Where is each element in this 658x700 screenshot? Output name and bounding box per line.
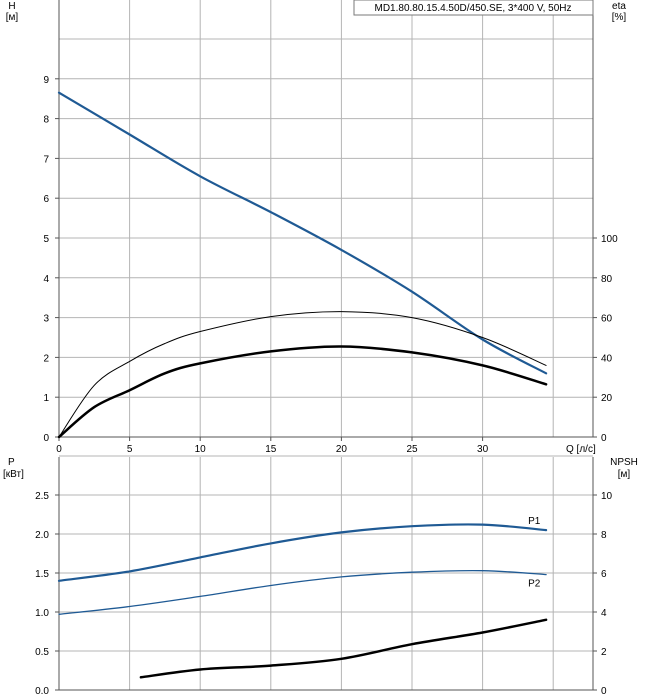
- tick-label-h: 7: [43, 154, 49, 165]
- tick-label-h: 3: [43, 314, 49, 325]
- series-label-p1: P1: [528, 516, 541, 527]
- tick-label-eta: 60: [601, 314, 613, 325]
- curve-eta2: [57, 345, 548, 439]
- tick-label-h: 2: [43, 353, 49, 364]
- tick-label-eta: 100: [601, 234, 618, 245]
- tick-label-h: 0: [43, 433, 49, 444]
- tick-label-q: 30: [477, 444, 489, 455]
- y-right-label: NPSH: [610, 457, 638, 468]
- tick-label-npsh: 10: [601, 491, 613, 502]
- grid-layer: [55, 0, 597, 691]
- title-box: [353, 0, 594, 16]
- curve-eta1: [58, 311, 547, 438]
- tick-label-npsh: 4: [601, 608, 607, 619]
- y-left-unit: [кВт]: [3, 469, 24, 480]
- y-right-unit: [м]: [618, 469, 631, 480]
- tick-label-h: 9: [43, 75, 49, 86]
- tick-label-npsh: 2: [601, 647, 607, 658]
- tick-label-p: 0.5: [35, 647, 49, 658]
- tick-label-h: 1: [43, 393, 49, 404]
- curve-p1: [57, 523, 548, 582]
- tick-label-eta: 40: [601, 353, 613, 364]
- tick-label-eta: 80: [601, 274, 613, 285]
- y-left-unit: [м]: [6, 12, 19, 23]
- tick-label-q: 25: [406, 444, 418, 455]
- tick-label-eta: 20: [601, 393, 613, 404]
- tick-label-h: 5: [43, 234, 49, 245]
- curve-npsh: [139, 618, 548, 679]
- tick-label-q: 15: [265, 444, 277, 455]
- tick-label-q: 20: [336, 444, 348, 455]
- tick-label-npsh: 0: [601, 686, 607, 697]
- series-label-p2: P2: [528, 579, 541, 590]
- y-right-label: eta: [612, 1, 626, 12]
- y-left-label: H: [8, 1, 15, 12]
- tick-label-npsh: 8: [601, 530, 607, 541]
- curve-h: [57, 91, 548, 375]
- tick-label-h: 4: [43, 274, 49, 285]
- y-left-label: P: [8, 457, 15, 468]
- y-right-unit: [%]: [612, 12, 627, 23]
- tick-label-p: 1.0: [35, 608, 49, 619]
- tick-label-eta: 0: [601, 433, 607, 444]
- chart-title: MD1.80.80.15.4.50D/450.SE, 3*400 V, 50Hz: [375, 3, 572, 14]
- tick-label-q: 0: [56, 444, 62, 455]
- tick-label-p: 1.5: [35, 569, 49, 580]
- tick-label-q: 10: [195, 444, 207, 455]
- tick-label-h: 8: [43, 115, 49, 126]
- curve-p2: [58, 569, 547, 615]
- tick-label-q: 5: [127, 444, 133, 455]
- tick-label-p: 2.5: [35, 491, 49, 502]
- tick-label-p: 0.0: [35, 686, 49, 697]
- x-axis-label: Q [л/с]: [566, 444, 596, 455]
- tick-label-p: 2.0: [35, 530, 49, 541]
- curves-layer: [57, 91, 548, 679]
- tick-label-npsh: 6: [601, 569, 607, 580]
- tick-label-h: 6: [43, 194, 49, 205]
